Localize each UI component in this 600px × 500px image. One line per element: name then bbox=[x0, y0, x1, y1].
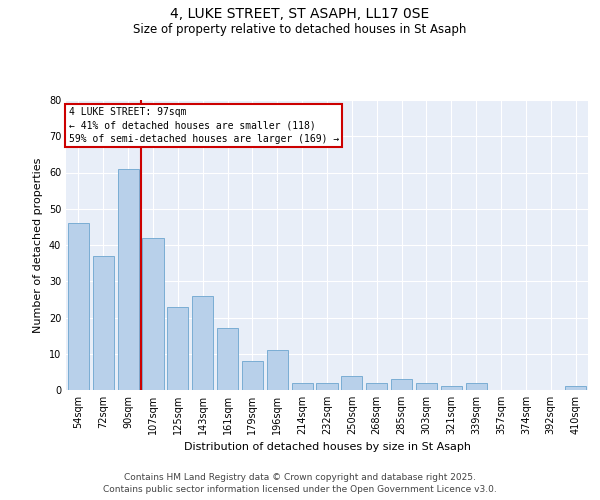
Bar bbox=[118, 169, 139, 390]
Bar bbox=[316, 383, 338, 390]
Bar bbox=[68, 223, 89, 390]
Bar bbox=[391, 379, 412, 390]
Y-axis label: Number of detached properties: Number of detached properties bbox=[33, 158, 43, 332]
Bar bbox=[416, 383, 437, 390]
Bar bbox=[217, 328, 238, 390]
Bar bbox=[565, 386, 586, 390]
Text: Size of property relative to detached houses in St Asaph: Size of property relative to detached ho… bbox=[133, 22, 467, 36]
Bar bbox=[242, 361, 263, 390]
Text: 4 LUKE STREET: 97sqm
← 41% of detached houses are smaller (118)
59% of semi-deta: 4 LUKE STREET: 97sqm ← 41% of detached h… bbox=[68, 108, 339, 144]
Bar bbox=[267, 350, 288, 390]
Bar bbox=[341, 376, 362, 390]
Bar bbox=[292, 383, 313, 390]
Bar bbox=[192, 296, 213, 390]
Text: 4, LUKE STREET, ST ASAPH, LL17 0SE: 4, LUKE STREET, ST ASAPH, LL17 0SE bbox=[170, 8, 430, 22]
Bar bbox=[466, 383, 487, 390]
Text: Contains HM Land Registry data © Crown copyright and database right 2025.: Contains HM Land Registry data © Crown c… bbox=[124, 472, 476, 482]
Text: Contains public sector information licensed under the Open Government Licence v3: Contains public sector information licen… bbox=[103, 485, 497, 494]
Bar bbox=[441, 386, 462, 390]
Bar bbox=[366, 383, 387, 390]
Bar bbox=[93, 256, 114, 390]
Bar bbox=[167, 306, 188, 390]
Text: Distribution of detached houses by size in St Asaph: Distribution of detached houses by size … bbox=[184, 442, 470, 452]
Bar bbox=[142, 238, 164, 390]
